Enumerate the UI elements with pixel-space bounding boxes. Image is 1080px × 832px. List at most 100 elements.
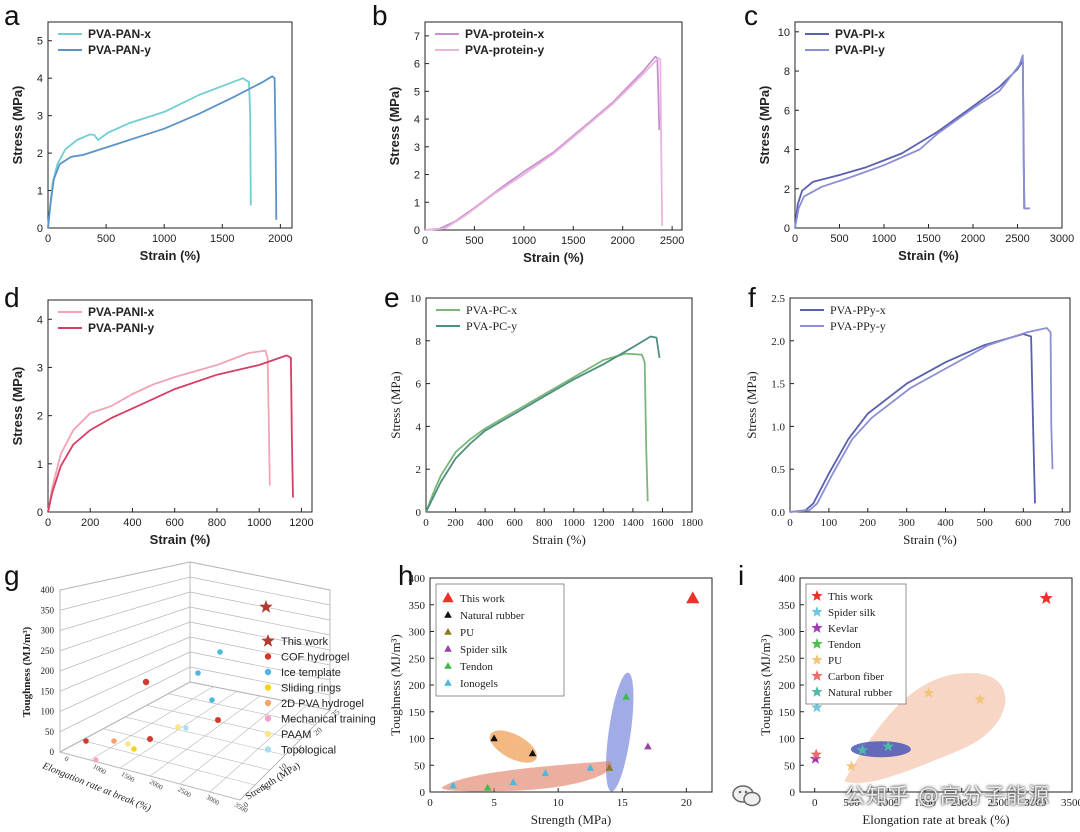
legend-label-7: Topological bbox=[281, 745, 336, 757]
data-point bbox=[125, 741, 131, 747]
data-point bbox=[209, 697, 215, 703]
legend-label-2: Ice template bbox=[281, 667, 341, 679]
series-line-0 bbox=[47, 349, 271, 513]
z-tick-label: 200 bbox=[41, 666, 55, 676]
legend-label-0: This work bbox=[281, 636, 329, 648]
y-tick-label: 6 bbox=[416, 379, 422, 391]
x-tick-label: 1000 bbox=[512, 235, 536, 247]
y-tick-label: 5 bbox=[259, 782, 268, 791]
panel-label-b: b bbox=[372, 0, 388, 31]
y-tick-label: 6 bbox=[414, 59, 420, 71]
chart-c: 0 500 1000 1500 2000 2500 3000 0 2 4 6 8 10 Strain (%… bbox=[757, 21, 1074, 263]
x-tick-label: 200 bbox=[860, 517, 877, 529]
floor-grid bbox=[168, 693, 316, 726]
x-tick-label: 100 bbox=[821, 517, 838, 529]
data-point bbox=[809, 752, 822, 764]
legend-box bbox=[805, 583, 907, 705]
x-tick-label: 1000 bbox=[877, 797, 900, 809]
z-grid bbox=[59, 621, 191, 672]
x-tick-label: 10 bbox=[553, 797, 565, 809]
y-tick-label: 150 bbox=[779, 707, 796, 719]
y-tick-label: 5 bbox=[414, 86, 420, 98]
x-axis-label: Elongation rate at break (%) bbox=[862, 812, 1009, 827]
y-tick-label: 350 bbox=[779, 600, 796, 612]
data-point bbox=[449, 781, 457, 789]
y-tick-label: 50 bbox=[414, 760, 426, 772]
z-grid bbox=[59, 666, 191, 733]
x-tick-label: 2000 bbox=[610, 235, 634, 247]
series-line-0 bbox=[425, 352, 649, 513]
legend-label-0: PVA-protein-x bbox=[465, 27, 544, 41]
y-tick-label: 200 bbox=[409, 680, 426, 692]
panel-label-c: c bbox=[744, 0, 758, 31]
data-point bbox=[183, 725, 189, 731]
panel-label-d: d bbox=[4, 282, 20, 313]
legend-marker-1 bbox=[444, 611, 452, 618]
legend-label-2: PU bbox=[460, 627, 474, 639]
x-tick-label: 600 bbox=[166, 517, 184, 529]
legend-marker-4 bbox=[264, 699, 272, 707]
y-tick-label: 1.5 bbox=[771, 379, 785, 391]
series-line-1 bbox=[47, 75, 278, 229]
y-tick-label: 2 bbox=[37, 411, 43, 423]
z-grid bbox=[189, 666, 331, 696]
legend-label-6: Natural rubber bbox=[828, 687, 893, 699]
x-tick-label: 200 bbox=[81, 517, 99, 529]
series-line-1 bbox=[794, 54, 1030, 229]
z-tick-label: 350 bbox=[41, 605, 55, 615]
z-tick-label: 250 bbox=[41, 646, 55, 656]
legend-label-4: Tendon bbox=[460, 661, 493, 673]
x-axis-label: Strain (%) bbox=[523, 250, 584, 265]
data-point bbox=[644, 742, 652, 750]
x-tick-label: 3500 bbox=[1061, 797, 1080, 809]
x-axis-label: Strain (%) bbox=[903, 532, 957, 547]
panel-label-g: g bbox=[4, 560, 20, 591]
data-point bbox=[195, 670, 201, 676]
y-tick-label: 3 bbox=[37, 362, 43, 374]
data-point bbox=[974, 693, 986, 705]
x-tick-label: 20 bbox=[681, 797, 693, 809]
x-tick-label: 15 bbox=[617, 797, 629, 809]
wechat-icon bbox=[732, 785, 761, 807]
x-tick-label: 500 bbox=[830, 233, 848, 245]
x-tick-label: 1000 bbox=[872, 233, 896, 245]
legend-label-5: Ionogels bbox=[460, 678, 498, 690]
z-grid bbox=[189, 561, 331, 591]
legend-marker-6 bbox=[264, 730, 272, 738]
y-tick-label: 8 bbox=[416, 336, 422, 348]
x-axis-label: Strain (%) bbox=[898, 248, 959, 263]
legend-marker-0 bbox=[261, 634, 275, 647]
y-axis-label: Stress (MPa) bbox=[387, 87, 402, 166]
x-tick-label: 1000 bbox=[563, 517, 586, 529]
y-tick-label: 4 bbox=[784, 145, 790, 157]
y-tick-label: 7 bbox=[414, 31, 420, 43]
y-axis-label: Stress (MPa) bbox=[10, 367, 25, 446]
region-natural-rubber bbox=[489, 730, 537, 763]
data-point bbox=[528, 749, 537, 757]
data-point bbox=[111, 738, 117, 744]
x-tick-label: 700 bbox=[1054, 517, 1071, 529]
x-tick-label: 0 bbox=[812, 797, 818, 809]
legend-label-1: Spider silk bbox=[828, 607, 876, 619]
y-tick-label: 4 bbox=[414, 114, 420, 126]
y-tick-label: 10 bbox=[277, 761, 289, 773]
x-tick-label: 0 bbox=[787, 517, 793, 529]
series-line-1 bbox=[424, 57, 664, 231]
data-point bbox=[605, 763, 614, 771]
y-tick-label: 3 bbox=[37, 111, 43, 123]
legend-label-1: Natural rubber bbox=[460, 610, 525, 622]
z-grid bbox=[189, 636, 331, 666]
legend-label-1: PVA-PAN-y bbox=[88, 43, 151, 57]
x-tick-label: 200 bbox=[447, 517, 464, 529]
y-tick-label: 25 bbox=[330, 707, 342, 719]
legend-label-6: PAAM bbox=[281, 729, 311, 741]
y-tick-label: 0 bbox=[420, 787, 426, 799]
y-tick-label: 0 bbox=[416, 507, 422, 519]
plot-frame bbox=[789, 297, 1071, 513]
z-grid bbox=[59, 636, 191, 692]
x-axis-label: Strain (%) bbox=[150, 532, 211, 547]
legend-label-0: This work bbox=[460, 593, 505, 605]
data-point bbox=[622, 692, 630, 700]
